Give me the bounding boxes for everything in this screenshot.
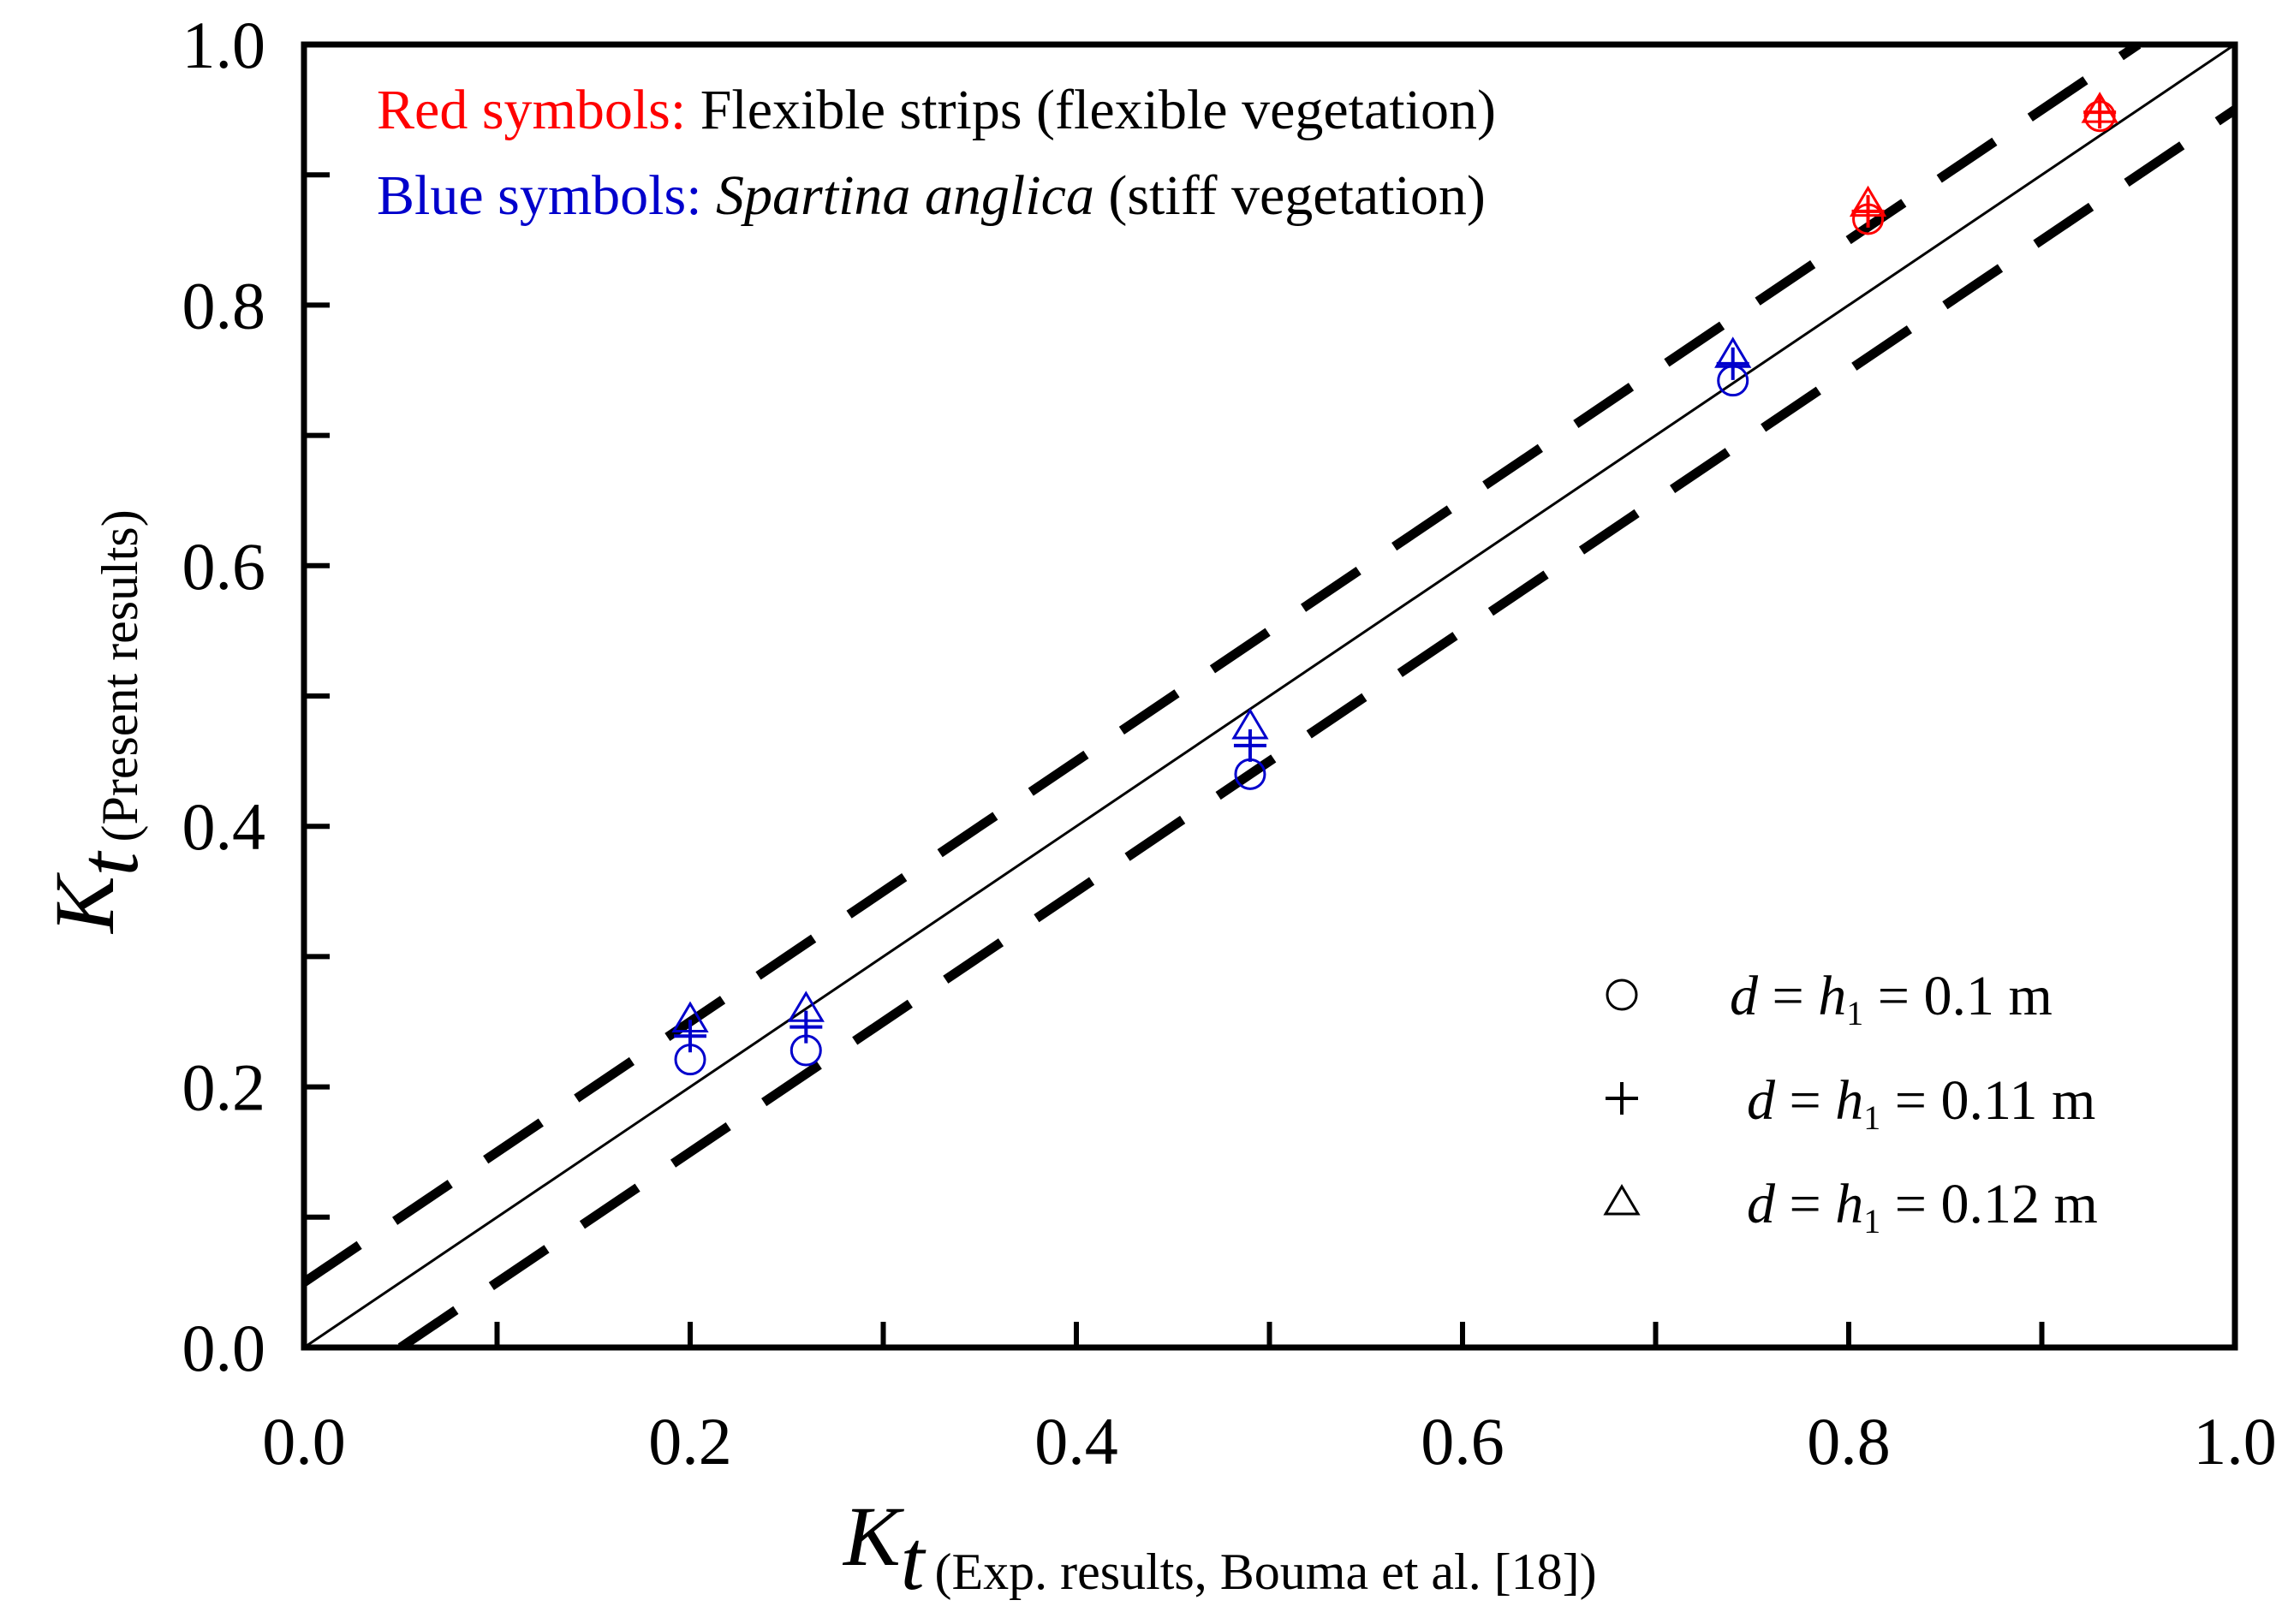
- note-red-text: Flexible strips (flexible vegetation): [686, 79, 1496, 141]
- legend-2-value: = 0.11 m: [1880, 1069, 2095, 1132]
- x-tick-label: 0.2: [648, 1404, 732, 1478]
- reference-line-dashed-2: [397, 105, 2235, 1347]
- x-title-k: K: [842, 1489, 904, 1584]
- legend-1-h: h: [1818, 965, 1846, 1027]
- y-tick-label: 0.8: [182, 268, 266, 342]
- data-point-triangle-red: [1849, 185, 1887, 217]
- y-axis-title-group: Kt (Present results): [37, 509, 156, 935]
- note-red-colored: Red symbols:: [377, 79, 686, 141]
- data-point-triangle-blue: [1231, 708, 1269, 740]
- legend-2-d: d: [1747, 1069, 1776, 1132]
- legend-entry-2: d = h1 = 0.11 m: [1747, 1069, 2095, 1137]
- legend-entry-1: d = h1 = 0.1 m: [1730, 965, 2053, 1032]
- legend-plus-marker: [1606, 1082, 1638, 1115]
- y-title-detail: (Present results): [92, 509, 148, 842]
- x-title-detail: (Exp. results, Bouma et al. [18]): [935, 1544, 1597, 1600]
- legend-3-d: d: [1747, 1173, 1776, 1235]
- legend-entry-3: d = h1 = 0.12 m: [1747, 1173, 2098, 1240]
- data-point-triangle-blue: [1714, 336, 1752, 368]
- y-tick-label: 0.0: [182, 1311, 266, 1385]
- legend-2-eq: =: [1775, 1069, 1835, 1132]
- x-tick-label: 0.6: [1421, 1404, 1505, 1478]
- note-blue: Blue symbols: Spartina anglica (stiff ve…: [377, 164, 1486, 227]
- legend: d = h1 = 0.1 m d = h1 = 0.11 m d = h1 = …: [1603, 965, 2098, 1240]
- legend-3-h: h: [1835, 1173, 1863, 1235]
- legend-3-value: = 0.12 m: [1880, 1173, 2098, 1235]
- legend-1-eq: =: [1758, 965, 1818, 1027]
- reference-line-identity: [304, 45, 2235, 1347]
- legend-1-d: d: [1730, 965, 1759, 1027]
- data-markers: [671, 92, 2118, 1076]
- reference-lines: [304, 45, 2235, 1347]
- data-point-plus-blue: [789, 1010, 823, 1044]
- data-point-triangle-blue: [787, 990, 825, 1022]
- legend-3-hsub: 1: [1863, 1202, 1880, 1240]
- data-point-plus-blue: [1233, 729, 1266, 762]
- note-blue-species: Spartina anglica: [716, 164, 1094, 227]
- legend-2-h: h: [1835, 1069, 1863, 1132]
- y-axis-title: Kt (Present results): [37, 509, 156, 935]
- axis-ticks: [301, 42, 2237, 1350]
- x-tick-label: 1.0: [2193, 1404, 2277, 1478]
- legend-3-eq: =: [1775, 1173, 1835, 1235]
- note-blue-space: [702, 164, 717, 227]
- y-title-k: K: [37, 872, 132, 935]
- legend-circle-marker: [1606, 979, 1638, 1011]
- data-point-plus-blue: [1716, 347, 1749, 380]
- x-tick-label: 0.8: [1807, 1404, 1891, 1478]
- tick-labels: 0.0 0.2 0.4 0.6 0.8 1.0 0.0 0.2 0.4 0.6 0.8 1.0: [182, 8, 2277, 1478]
- y-tick-label: 0.4: [182, 789, 266, 864]
- legend-triangle-marker: [1603, 1184, 1641, 1216]
- legend-1-value: = 0.1 m: [1863, 965, 2053, 1027]
- note-blue-colored: Blue symbols:: [377, 164, 702, 227]
- data-point-triangle-red: [2081, 92, 2118, 123]
- data-point-plus-red: [1851, 194, 1885, 228]
- x-tick-label: 0.4: [1034, 1404, 1118, 1478]
- legend-2-hsub: 1: [1863, 1098, 1880, 1137]
- reference-line-dashed-1: [304, 45, 2142, 1287]
- data-point-plus-blue: [674, 1020, 706, 1053]
- legend-1-hsub: 1: [1846, 994, 1863, 1032]
- x-axis-title: Kt (Exp. results, Bouma et al. [18]): [842, 1489, 1597, 1608]
- y-tick-label: 0.6: [182, 529, 266, 604]
- y-tick-label: 0.2: [182, 1050, 266, 1125]
- note-blue-text: (stiff vegetation): [1094, 164, 1486, 227]
- data-point-triangle-blue: [671, 1001, 709, 1032]
- x-tick-label: 0.0: [262, 1404, 346, 1478]
- x-title-sub: t: [901, 1513, 927, 1608]
- y-tick-label: 1.0: [182, 8, 266, 82]
- note-red: Red symbols: Flexible strips (flexible v…: [377, 79, 1496, 141]
- y-title-sub: t: [61, 850, 156, 876]
